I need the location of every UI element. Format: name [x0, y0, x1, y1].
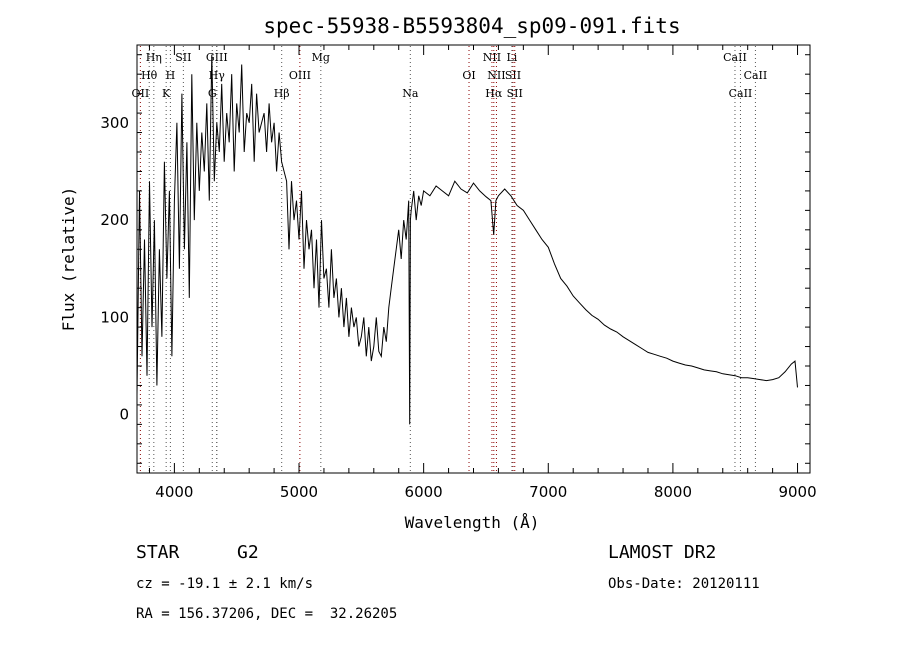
x-tick-label: 6000	[405, 483, 443, 501]
x-tick-label: 5000	[280, 483, 318, 501]
x-axis-label: Wavelength (Å)	[405, 513, 540, 532]
x-tick-label: 4000	[155, 483, 193, 501]
line-marker-label: CaII	[729, 87, 753, 100]
chart-title: spec-55938-B5593804_sp09-091.fits	[263, 14, 680, 38]
y-tick-label: 0	[119, 406, 129, 424]
y-axis-ticks: 0 100 200 300	[100, 54, 810, 464]
line-marker-label: K	[162, 87, 171, 100]
survey-name: LAMOST DR2	[608, 542, 717, 563]
line-marker-label: H	[166, 69, 176, 82]
y-axis-label: Flux (relative)	[59, 187, 78, 332]
line-marker-label: Hθ	[141, 69, 158, 82]
plot-frame	[136, 44, 811, 474]
line-marker-label: Mg	[312, 51, 330, 64]
observation-date: Obs-Date: 20120111	[608, 576, 760, 592]
object-class: STAR	[136, 542, 180, 563]
x-tick-label: 8000	[654, 483, 692, 501]
line-marker-label: SII	[507, 87, 523, 100]
x-tick-label: 9000	[778, 483, 816, 501]
line-marker-label: Hβ	[274, 87, 290, 100]
line-marker-label: CaII	[723, 51, 747, 64]
line-marker-label: Hη	[146, 51, 162, 64]
line-marker-label: Li	[506, 51, 517, 64]
line-marker-label: SII	[505, 69, 521, 82]
line-marker-label: OIII	[289, 69, 311, 82]
spectrum-line	[136, 54, 798, 425]
x-axis-ticks: 4000 5000 6000 7000 8000 9000	[148, 45, 817, 501]
line-marker-label: Na	[402, 87, 419, 100]
line-marker-label: Hγ	[209, 69, 226, 82]
coordinates: RA = 156.37206, DEC = 32.26205	[136, 606, 398, 622]
y-tick-label: 200	[100, 211, 129, 229]
x-tick-label: 7000	[529, 483, 567, 501]
line-marker-label: OI	[462, 69, 475, 82]
object-subclass: G2	[237, 542, 259, 563]
line-marker-label: NII	[483, 51, 501, 64]
redshift-velocity: cz = -19.1 ± 2.1 km/s	[136, 576, 314, 592]
line-marker-label: SII	[175, 51, 191, 64]
y-tick-label: 100	[100, 308, 129, 326]
line-marker-label: CaII	[744, 69, 768, 82]
line-marker-label: Hα	[485, 87, 503, 100]
y-tick-label: 300	[100, 114, 129, 132]
line-marker-label: NII	[487, 69, 505, 82]
